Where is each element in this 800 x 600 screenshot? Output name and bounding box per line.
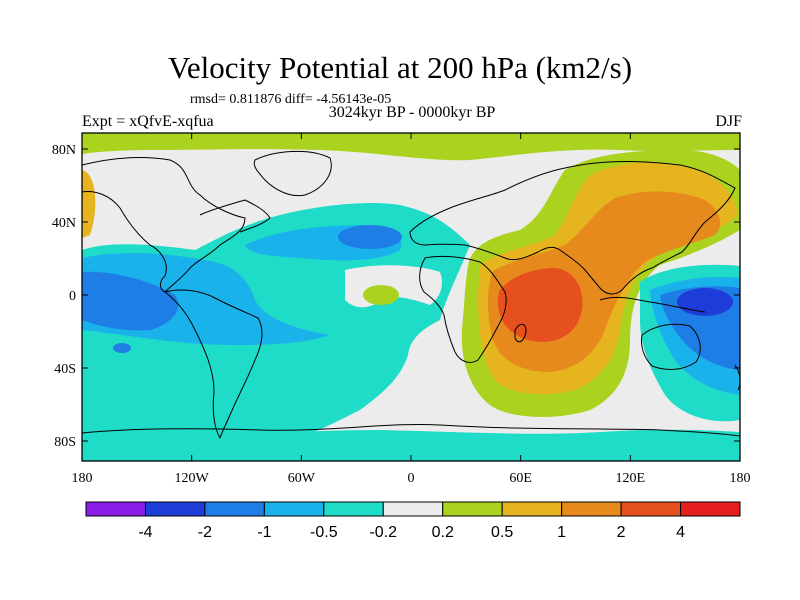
period-subtitle: 3024kyr BP - 0000kyr BP <box>328 104 496 121</box>
colorbar-swatch <box>620 501 682 517</box>
coastline <box>81 423 741 437</box>
colorbar-label: 0.2 <box>432 524 454 541</box>
map-title: Velocity Potential at 200 hPa (km2/s) <box>167 50 633 85</box>
contour-band <box>677 288 733 316</box>
x-tick-label: 180 <box>730 471 751 486</box>
experiment-label: Expt = xQfvE-xqfua <box>82 113 214 130</box>
colorbar-swatch <box>442 501 503 517</box>
coastline <box>199 199 271 233</box>
y-tick-label: 40S <box>54 362 76 377</box>
contour-band <box>82 170 96 238</box>
colorbar-label: 2 <box>617 524 626 541</box>
colorbar-label: 0.5 <box>491 524 513 541</box>
colorbar-swatch <box>323 501 384 517</box>
colorbar-swatch <box>204 501 265 517</box>
x-tick-label: 120W <box>175 471 210 486</box>
season-label: DJF <box>715 113 742 130</box>
colorbar-swatch <box>85 501 146 517</box>
colorbar-swatch <box>501 501 563 517</box>
tick-marks <box>81 133 741 461</box>
y-axis-labels: 80N 40N 0 40S 80S <box>52 143 76 450</box>
colorbar-label: -1 <box>257 524 271 541</box>
colorbar-label: -2 <box>198 524 212 541</box>
contour-band <box>82 282 118 313</box>
contour-band <box>113 343 131 353</box>
contour-field <box>82 133 740 461</box>
colorbar-labels: -4 -2 -1 -0.5 -0.2 0.2 0.5 1 2 4 <box>138 524 685 541</box>
colorbar-label: -0.2 <box>369 524 397 541</box>
coastline <box>419 255 507 363</box>
x-tick-label: 60W <box>288 471 316 486</box>
contour-band <box>497 268 583 342</box>
y-tick-label: 80N <box>52 143 76 158</box>
colorbar <box>85 501 741 517</box>
coastline <box>514 323 527 343</box>
colorbar-swatch <box>382 501 444 517</box>
coastline <box>599 296 706 313</box>
coastline <box>641 323 701 370</box>
x-axis-labels: 180 120W 60W 0 60E 120E 180 <box>72 471 751 486</box>
x-tick-label: 60E <box>509 471 532 486</box>
contour-band <box>82 271 179 331</box>
colorbar-swatch <box>561 501 622 517</box>
colorbar-label: 4 <box>676 524 685 541</box>
x-tick-label: 120E <box>616 471 646 486</box>
coastline <box>164 289 263 439</box>
colorbar-label: -4 <box>138 524 152 541</box>
colorbar-swatch <box>263 501 325 517</box>
y-tick-label: 40N <box>52 216 76 231</box>
contour-band <box>82 133 740 161</box>
x-tick-label: 180 <box>72 471 93 486</box>
y-tick-label: 0 <box>69 289 76 304</box>
coastline <box>253 150 332 197</box>
colorbar-label: 1 <box>557 524 566 541</box>
colorbar-label: -0.5 <box>310 524 338 541</box>
y-tick-label: 80S <box>54 435 76 450</box>
stats-label: rmsd= 0.811876 diff= -4.56143e-05 <box>190 92 392 107</box>
colorbar-swatch <box>144 501 206 517</box>
contour-band <box>338 225 402 249</box>
colorbar-swatch <box>680 501 741 517</box>
x-tick-label: 0 <box>408 471 415 486</box>
contour-band <box>82 429 740 461</box>
coastlines <box>81 150 741 439</box>
coastline <box>409 161 736 295</box>
coastline <box>81 157 246 293</box>
contour-band <box>363 285 399 305</box>
